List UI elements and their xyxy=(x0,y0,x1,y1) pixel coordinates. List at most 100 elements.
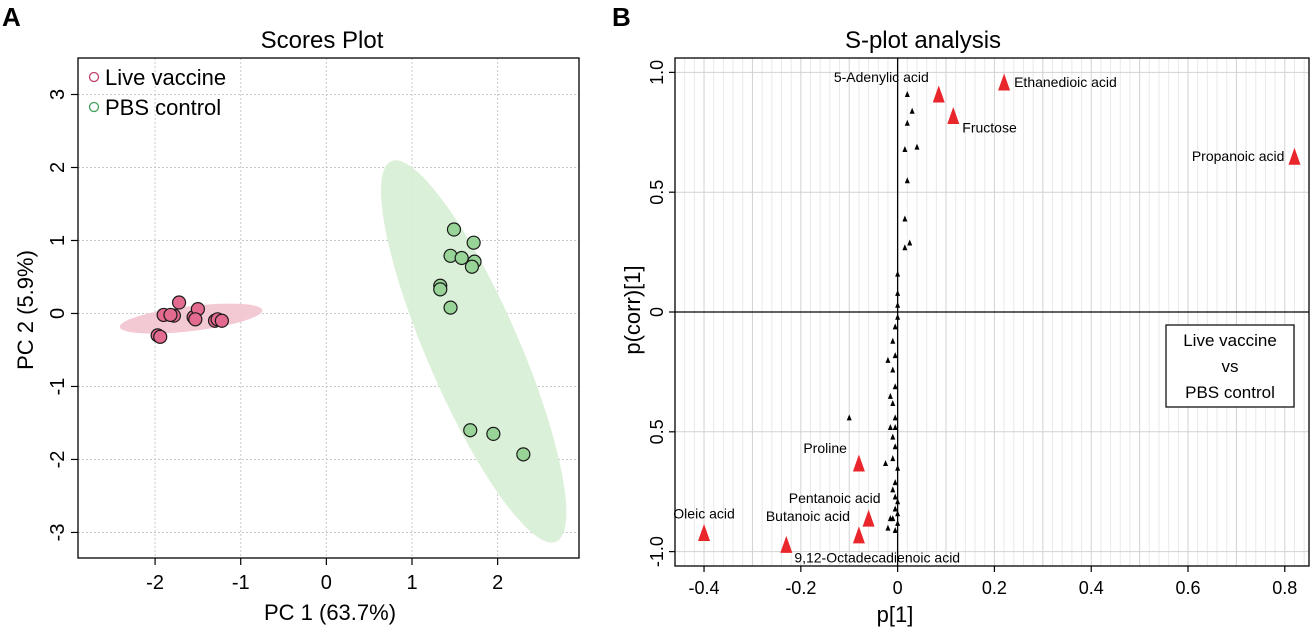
highlight-point-9-12-octadecadienoic-acid xyxy=(780,535,793,553)
background-point xyxy=(890,337,896,344)
point-pbs-control xyxy=(463,423,478,438)
y-tick-label: -1.0 xyxy=(647,536,667,567)
comparison-box-frame xyxy=(1165,324,1295,408)
background-point xyxy=(892,493,898,500)
background-point xyxy=(890,486,896,493)
background-point xyxy=(902,244,908,251)
highlight-point-ethanedioic-acid xyxy=(998,73,1011,91)
scores-plot-panel: A Scores Plot -2 -1 0 1 2 3 2 1 0 -1 -2 -3 PC 1 (63… xyxy=(2,2,580,625)
background-point xyxy=(895,313,901,320)
point-pbs-control xyxy=(443,300,458,315)
scores-points xyxy=(150,222,531,462)
background-point xyxy=(890,366,896,373)
s-plot-title: S-plot analysis xyxy=(845,27,1001,54)
background-point xyxy=(887,424,893,431)
legend-marker-pbs xyxy=(88,101,100,113)
background-point xyxy=(883,459,889,466)
label-ethanedioic-acid: Ethanedioic acid xyxy=(1014,74,1117,90)
y-tick-label: 3 xyxy=(47,89,69,100)
comparison-box: Live vaccine vs PBS control xyxy=(1165,324,1295,408)
background-point xyxy=(892,424,898,431)
highlight-point-butanoic-acid xyxy=(852,526,865,544)
s-plot-axis-ticks: -0.4 -0.2 0 0.2 0.4 0.6 0.8 1.0 0.5 0 0.5 -1.0 xyxy=(647,60,1297,598)
background-point xyxy=(890,433,896,440)
s-plot-background-points xyxy=(846,90,920,534)
label-fructose: Fructose xyxy=(962,120,1017,136)
scores-plot-title: Scores Plot xyxy=(261,27,384,54)
confidence-ellipse-pbs-control xyxy=(381,160,567,543)
panel-letter-b: B xyxy=(612,2,631,32)
background-point xyxy=(914,143,920,150)
x-tick-label: 0.8 xyxy=(1272,578,1297,598)
background-point xyxy=(892,414,898,421)
point-live-vaccine xyxy=(188,312,203,327)
point-live-vaccine xyxy=(171,295,187,310)
scores-ylabel: PC 2 (5.9%) xyxy=(13,250,38,370)
background-point xyxy=(895,519,901,526)
point-pbs-control xyxy=(454,250,469,266)
y-tick-label: 0.5 xyxy=(647,180,667,205)
background-point xyxy=(892,443,898,450)
x-tick-label: 1 xyxy=(406,572,417,594)
point-live-vaccine xyxy=(153,329,168,344)
x-tick-label: -0.2 xyxy=(785,578,816,598)
background-point xyxy=(887,392,893,399)
label-proline: Proline xyxy=(803,440,847,456)
scores-xlabel: PC 1 (63.7%) xyxy=(264,600,396,625)
label-5-adenylic-acid: 5-Adenylic acid xyxy=(834,69,929,85)
label-oleic-acid: Oleic acid xyxy=(673,505,734,521)
background-point xyxy=(892,383,898,390)
point-live-vaccine xyxy=(214,313,229,328)
background-point xyxy=(904,119,910,126)
highlight-point-proline xyxy=(852,454,865,472)
scores-axis-ticks: -2 -1 0 1 2 3 2 1 0 -1 -2 -3 xyxy=(47,89,503,594)
x-tick-label: 0 xyxy=(893,578,903,598)
scores-legend: Live vaccine PBS control xyxy=(88,65,226,120)
background-point xyxy=(890,455,896,462)
background-point xyxy=(895,498,901,505)
point-pbs-control xyxy=(466,235,481,250)
background-point xyxy=(892,323,898,330)
x-tick-label: 0.2 xyxy=(982,578,1007,598)
point-pbs-control xyxy=(446,222,462,237)
s-plot-ylabel: p(corr)[1] xyxy=(620,265,645,354)
s-plot-highlighted-points: 5-Adenylic acid Ethanedioic acid Fructose P… xyxy=(673,69,1301,565)
background-point xyxy=(907,239,913,246)
background-point xyxy=(904,177,910,184)
panel-letter-a: A xyxy=(2,2,21,32)
y-tick-label: 1 xyxy=(47,235,69,246)
x-tick-label: -2 xyxy=(146,572,164,594)
label-butanoic-acid: Butanoic acid xyxy=(766,508,850,524)
y-tick-label: 0.5 xyxy=(647,419,667,444)
y-tick-label: -2 xyxy=(47,451,69,469)
background-point xyxy=(885,524,891,531)
scores-ellipses xyxy=(119,160,567,543)
legend-label-pbs: PBS control xyxy=(105,95,221,120)
label-9-12-octadecadienoic-acid: 9,12-Octadecadienoic acid xyxy=(794,549,960,565)
label-pentanoic-acid: Pentanoic acid xyxy=(789,490,881,506)
highlight-point-propanoic-acid xyxy=(1288,147,1301,165)
highlight-point-fructose xyxy=(947,107,960,125)
comparison-box-line-3: PBS control xyxy=(1185,383,1275,402)
comparison-box-line-2: vs xyxy=(1222,357,1239,376)
point-pbs-control xyxy=(464,259,480,274)
comparison-box-line-1: Live vaccine xyxy=(1183,331,1277,350)
s-plot-panel: B S-plot analysis 5-Adenylic acid Ethaned… xyxy=(612,2,1310,627)
x-tick-label: -0.4 xyxy=(689,578,720,598)
background-point xyxy=(892,352,898,359)
point-pbs-control xyxy=(516,447,531,462)
background-point xyxy=(895,301,901,308)
background-point xyxy=(904,90,910,97)
background-point xyxy=(895,270,901,277)
x-tick-label: -1 xyxy=(232,572,250,594)
y-tick-label: -3 xyxy=(47,524,69,542)
background-point xyxy=(909,107,915,114)
point-pbs-control xyxy=(486,426,501,442)
y-tick-label: -1 xyxy=(47,378,69,396)
y-tick-label: 0 xyxy=(47,308,69,319)
background-point xyxy=(892,505,898,512)
legend-label-live: Live vaccine xyxy=(105,65,226,90)
s-plot-zero-lines xyxy=(675,58,1309,566)
background-point xyxy=(846,414,852,421)
